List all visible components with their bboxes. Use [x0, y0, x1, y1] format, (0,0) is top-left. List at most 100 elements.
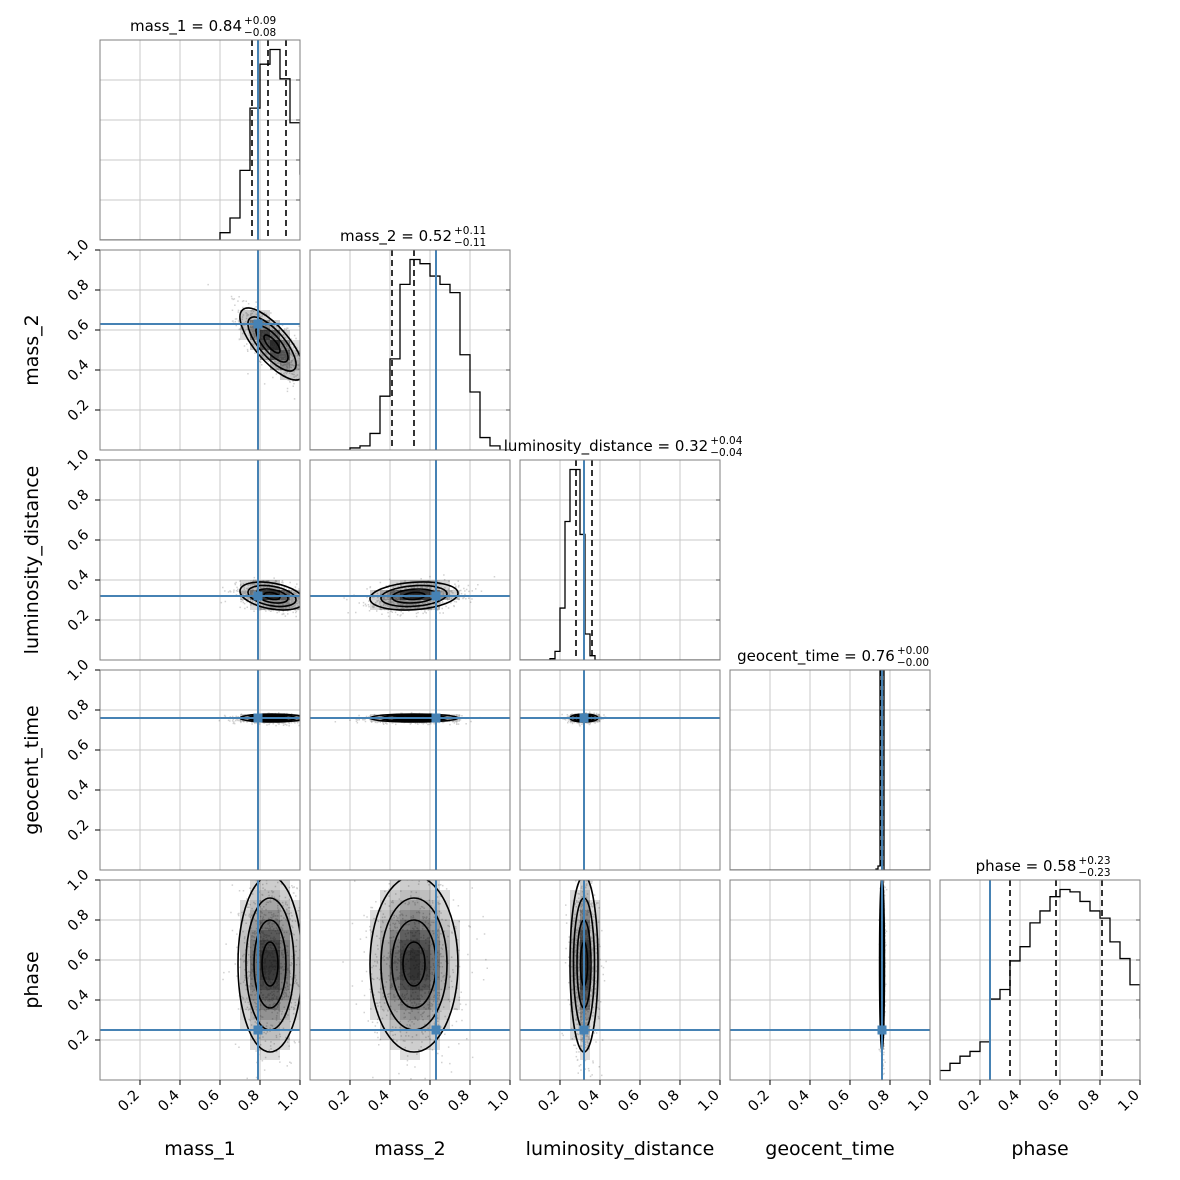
- truth-marker: [253, 1025, 263, 1035]
- density-cell: [380, 910, 390, 920]
- x-tick-label: 0.6: [825, 1087, 853, 1115]
- density-cell: [570, 910, 580, 920]
- joint-panel-mass_1-mass_2: [100, 250, 300, 450]
- density-cell: [240, 1000, 250, 1010]
- density-cell: [590, 990, 600, 1000]
- density-cell: [250, 960, 260, 970]
- x-axis-label-phase: phase: [1011, 1138, 1068, 1160]
- joint-panel-mass_2-luminosity_distance: [310, 460, 510, 660]
- density-cell: [570, 970, 580, 980]
- density-cell: [440, 990, 450, 1000]
- title-minus-err: −0.08: [244, 27, 276, 39]
- density-cell: [370, 910, 380, 920]
- x-tick-label: 0.6: [195, 1087, 223, 1115]
- y-tick-label: 0.2: [65, 817, 93, 845]
- panel-frame: [729, 669, 931, 871]
- density-cell: [390, 900, 400, 910]
- density-cell: [270, 1030, 280, 1040]
- x-tick-label: 0.6: [615, 1087, 643, 1115]
- density-cell: [410, 970, 420, 980]
- density-cell: [290, 1020, 300, 1030]
- density-cell: [420, 890, 430, 900]
- x-tick-label: 0.4: [575, 1087, 603, 1115]
- density-cell: [250, 890, 260, 900]
- density-cell: [390, 1000, 400, 1010]
- density-cell: [280, 900, 290, 910]
- density-cell: [440, 900, 450, 910]
- density-cell: [370, 930, 380, 940]
- density-cell: [420, 1010, 430, 1020]
- density-contour: [247, 584, 297, 608]
- density-cell: [400, 1010, 410, 1020]
- density-cell: [400, 990, 410, 1000]
- density-cell: [420, 880, 430, 890]
- x-tick-label: 1.0: [275, 1087, 303, 1115]
- density-cell: [420, 1040, 430, 1050]
- density-cell: [400, 940, 410, 950]
- density-cell: [410, 980, 420, 990]
- panel-title-mass_2: mass_2 = 0.52: [340, 227, 452, 246]
- density-cell: [260, 920, 270, 930]
- x-tick-label: 0.2: [535, 1087, 563, 1115]
- density-cell: [260, 930, 270, 940]
- y-tick-label: 1.0: [65, 237, 93, 265]
- density-contour: [237, 880, 300, 1053]
- density-cell: [280, 920, 290, 930]
- density-cell: [370, 990, 380, 1000]
- density-cell: [250, 1000, 260, 1010]
- density-cell: [240, 310, 250, 320]
- x-axis-label-luminosity_distance: luminosity_distance: [526, 1138, 715, 1160]
- density-cell: [570, 960, 580, 970]
- density-cell: [250, 980, 260, 990]
- density-cell: [440, 910, 450, 920]
- density-cell: [280, 1030, 290, 1040]
- density-cell: [250, 1030, 260, 1040]
- density-cell: [280, 1000, 290, 1010]
- y-tick-label: 0.6: [65, 527, 93, 555]
- density-cell: [380, 1000, 390, 1010]
- title-equals: =: [839, 647, 861, 665]
- density-contour: [369, 880, 459, 1053]
- density-cell: [260, 880, 270, 890]
- density-cell: [370, 940, 380, 950]
- density-cell: [420, 980, 430, 990]
- y-tick-label: 1.0: [65, 657, 93, 685]
- histogram-step: [940, 888, 1140, 1080]
- y-tick-label: 0.2: [65, 397, 93, 425]
- density-cell: [240, 930, 250, 940]
- density-cell: [390, 940, 400, 950]
- title-label: mass_1: [130, 17, 186, 36]
- density-cell: [290, 340, 300, 350]
- density-cell: [270, 1040, 280, 1050]
- density-cell: [380, 980, 390, 990]
- density-cell: [270, 340, 280, 350]
- density-cell: [280, 910, 290, 920]
- y-tick-label: 0.2: [65, 1027, 93, 1055]
- density-cell: [270, 1020, 280, 1030]
- density-cell: [290, 360, 300, 370]
- density-cell: [250, 1040, 260, 1050]
- histogram-step: [520, 468, 720, 660]
- density-cell: [260, 1030, 270, 1040]
- density-cell: [240, 980, 250, 990]
- density-cell: [400, 890, 410, 900]
- y-axis-label-mass_2: mass_2: [21, 314, 43, 386]
- density-contour: [239, 581, 300, 611]
- diag-panel-phase: [940, 880, 1140, 1080]
- density-cell: [280, 370, 290, 380]
- density-cell: [390, 1030, 400, 1040]
- density-cell: [260, 970, 270, 980]
- diag-panel-mass_1: [100, 40, 300, 240]
- joint-panel-mass_1-luminosity_distance: [100, 460, 300, 660]
- density-cell: [270, 970, 280, 980]
- density-cell: [270, 960, 280, 970]
- panel-title-luminosity_distance: luminosity_distance = 0.32: [504, 437, 708, 456]
- density-cell: [250, 580, 260, 590]
- density-cell: [280, 1020, 290, 1030]
- density-cell: [380, 1030, 390, 1040]
- density-cell: [420, 930, 430, 940]
- density-cell: [440, 718, 450, 722]
- diag-panel-mass_2: [310, 250, 510, 450]
- density-cell: [390, 1040, 400, 1050]
